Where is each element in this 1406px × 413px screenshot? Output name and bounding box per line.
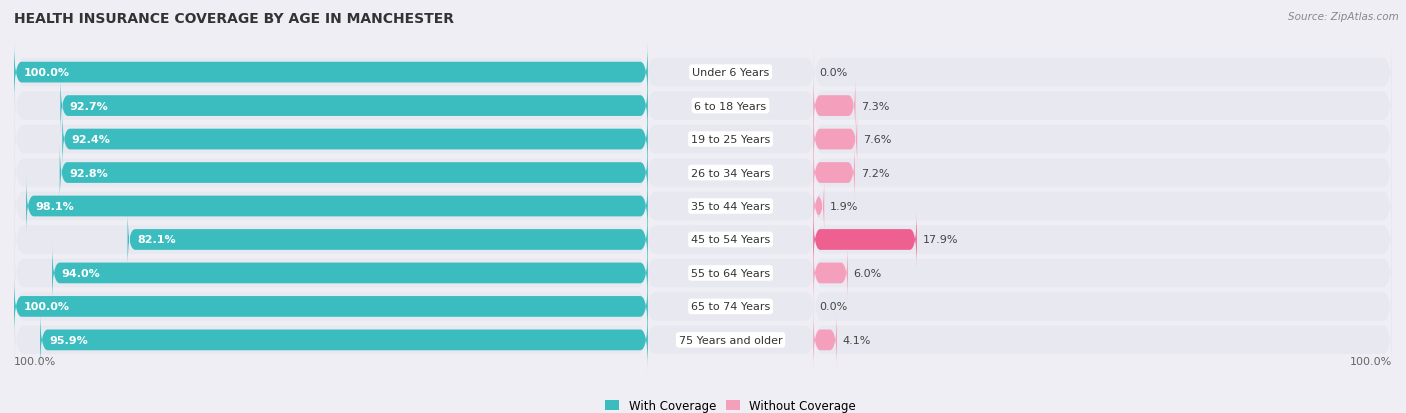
- FancyBboxPatch shape: [14, 137, 648, 209]
- Text: 92.8%: 92.8%: [69, 168, 108, 178]
- FancyBboxPatch shape: [62, 110, 648, 169]
- FancyBboxPatch shape: [60, 76, 648, 136]
- Text: Source: ZipAtlas.com: Source: ZipAtlas.com: [1288, 12, 1399, 22]
- FancyBboxPatch shape: [813, 177, 824, 236]
- Text: Under 6 Years: Under 6 Years: [692, 68, 769, 78]
- Text: 94.0%: 94.0%: [62, 268, 100, 278]
- FancyBboxPatch shape: [14, 277, 648, 337]
- Text: 45 to 54 Years: 45 to 54 Years: [690, 235, 770, 245]
- Text: 100.0%: 100.0%: [24, 301, 69, 312]
- FancyBboxPatch shape: [648, 159, 813, 188]
- Text: 6.0%: 6.0%: [853, 268, 882, 278]
- FancyBboxPatch shape: [14, 237, 648, 309]
- FancyBboxPatch shape: [128, 210, 648, 270]
- Text: 17.9%: 17.9%: [922, 235, 957, 245]
- FancyBboxPatch shape: [813, 37, 1392, 109]
- Text: 65 to 74 Years: 65 to 74 Years: [690, 301, 770, 312]
- FancyBboxPatch shape: [813, 271, 1392, 342]
- FancyBboxPatch shape: [813, 237, 1392, 309]
- Text: 0.0%: 0.0%: [820, 301, 848, 312]
- FancyBboxPatch shape: [14, 271, 648, 342]
- FancyBboxPatch shape: [14, 104, 648, 176]
- FancyBboxPatch shape: [813, 110, 858, 169]
- FancyBboxPatch shape: [14, 171, 648, 242]
- Text: 7.3%: 7.3%: [862, 101, 890, 112]
- FancyBboxPatch shape: [27, 177, 648, 236]
- Text: 0.0%: 0.0%: [820, 68, 848, 78]
- FancyBboxPatch shape: [14, 204, 648, 276]
- Text: 1.9%: 1.9%: [830, 202, 859, 211]
- Text: 98.1%: 98.1%: [35, 202, 75, 211]
- Text: 19 to 25 Years: 19 to 25 Years: [690, 135, 770, 145]
- Text: 4.1%: 4.1%: [842, 335, 872, 345]
- FancyBboxPatch shape: [648, 92, 813, 121]
- FancyBboxPatch shape: [59, 143, 648, 203]
- FancyBboxPatch shape: [813, 310, 837, 370]
- Text: 100.0%: 100.0%: [1350, 356, 1392, 366]
- Text: 92.7%: 92.7%: [70, 101, 108, 112]
- FancyBboxPatch shape: [813, 76, 855, 136]
- FancyBboxPatch shape: [648, 259, 813, 287]
- FancyBboxPatch shape: [14, 71, 648, 142]
- FancyBboxPatch shape: [813, 143, 855, 203]
- Text: 7.6%: 7.6%: [863, 135, 891, 145]
- Text: 82.1%: 82.1%: [136, 235, 176, 245]
- Text: 100.0%: 100.0%: [14, 356, 56, 366]
- FancyBboxPatch shape: [14, 43, 648, 103]
- Text: 75 Years and older: 75 Years and older: [679, 335, 782, 345]
- FancyBboxPatch shape: [648, 326, 813, 354]
- FancyBboxPatch shape: [14, 37, 648, 109]
- FancyBboxPatch shape: [813, 304, 1392, 376]
- Text: 100.0%: 100.0%: [24, 68, 69, 78]
- FancyBboxPatch shape: [813, 210, 917, 270]
- Text: 7.2%: 7.2%: [860, 168, 889, 178]
- FancyBboxPatch shape: [648, 126, 813, 154]
- FancyBboxPatch shape: [813, 204, 1392, 276]
- FancyBboxPatch shape: [813, 244, 848, 303]
- Text: 6 to 18 Years: 6 to 18 Years: [695, 101, 766, 112]
- Text: 26 to 34 Years: 26 to 34 Years: [690, 168, 770, 178]
- Legend: With Coverage, Without Coverage: With Coverage, Without Coverage: [600, 394, 860, 413]
- FancyBboxPatch shape: [14, 304, 648, 376]
- FancyBboxPatch shape: [648, 192, 813, 221]
- Text: HEALTH INSURANCE COVERAGE BY AGE IN MANCHESTER: HEALTH INSURANCE COVERAGE BY AGE IN MANC…: [14, 12, 454, 26]
- FancyBboxPatch shape: [52, 244, 648, 303]
- FancyBboxPatch shape: [813, 137, 1392, 209]
- FancyBboxPatch shape: [648, 225, 813, 254]
- FancyBboxPatch shape: [648, 59, 813, 87]
- Text: 35 to 44 Years: 35 to 44 Years: [690, 202, 770, 211]
- FancyBboxPatch shape: [813, 71, 1392, 142]
- FancyBboxPatch shape: [813, 104, 1392, 176]
- FancyBboxPatch shape: [813, 171, 1392, 242]
- FancyBboxPatch shape: [39, 310, 648, 370]
- FancyBboxPatch shape: [648, 292, 813, 321]
- Text: 55 to 64 Years: 55 to 64 Years: [690, 268, 770, 278]
- Text: 92.4%: 92.4%: [72, 135, 111, 145]
- Text: 95.9%: 95.9%: [49, 335, 89, 345]
